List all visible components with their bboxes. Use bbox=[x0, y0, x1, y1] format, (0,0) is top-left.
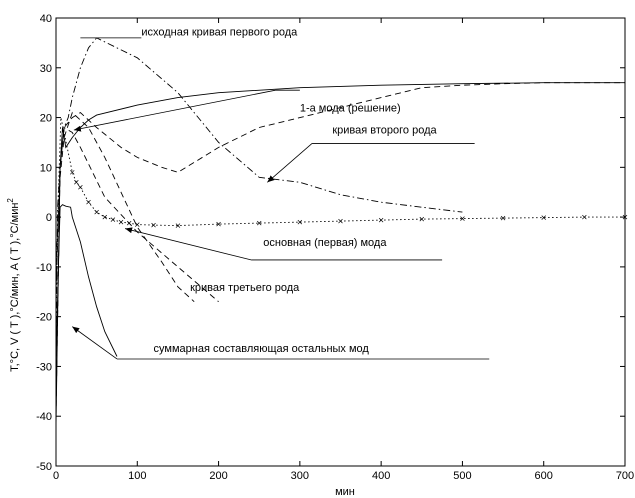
series-marker bbox=[126, 220, 132, 226]
plot-area bbox=[55, 17, 626, 467]
x-tick-label: 400 bbox=[372, 470, 390, 482]
series-layer bbox=[55, 37, 628, 427]
y-axis-title-main: T,°C, V ( T ),°C/мин, A ( T ),°C/мин bbox=[9, 203, 21, 372]
annotation-arrow bbox=[124, 227, 252, 261]
y-tick-label: -30 bbox=[36, 361, 52, 373]
series-marker bbox=[86, 199, 91, 205]
series-marker bbox=[419, 216, 425, 222]
x-axis-title: мин bbox=[335, 486, 355, 498]
series-marker bbox=[110, 217, 116, 222]
series-marker bbox=[378, 217, 384, 223]
annotation-label: кривая третьего рода bbox=[190, 282, 300, 294]
y-tick-label: -20 bbox=[36, 312, 52, 324]
y-tick-label: 30 bbox=[40, 63, 52, 75]
y-axis-title-superscript: 2 bbox=[6, 198, 15, 203]
series-marker bbox=[151, 222, 156, 228]
series-marker bbox=[338, 218, 343, 224]
series-marker bbox=[74, 180, 79, 185]
series-marker bbox=[582, 214, 587, 220]
annotation-arrow bbox=[72, 326, 118, 360]
series-marker bbox=[256, 220, 262, 226]
x-tick-label: 700 bbox=[616, 470, 634, 482]
annotation-arrow bbox=[267, 143, 313, 183]
x-tick-label: 500 bbox=[453, 470, 471, 482]
annotation-label: исходная кривая первого рода bbox=[141, 26, 298, 38]
series-line-5 bbox=[55, 126, 219, 303]
series-line-4 bbox=[55, 111, 195, 303]
series-marker bbox=[175, 223, 181, 228]
series-line-7 bbox=[55, 117, 625, 317]
x-tick-label: 300 bbox=[291, 470, 309, 482]
series-marker bbox=[118, 219, 124, 225]
x-tick-label: 100 bbox=[128, 470, 146, 482]
x-tick-label: 0 bbox=[53, 470, 59, 482]
y-tick-label: -50 bbox=[36, 461, 52, 473]
y-tick-label: -40 bbox=[36, 411, 52, 423]
series-marker bbox=[78, 184, 83, 190]
annotation-arrow bbox=[73, 89, 276, 132]
y-tick-label: 40 bbox=[40, 13, 52, 25]
annotation-label: кривая второго рода bbox=[332, 124, 437, 136]
series-line-6 bbox=[55, 204, 118, 367]
y-axis-title: T,°C, V ( T ),°C/мин, A ( T ),°C/мин2 bbox=[6, 198, 21, 372]
series-line-3 bbox=[55, 82, 625, 417]
plot-frame bbox=[55, 17, 626, 467]
series-line-1 bbox=[55, 82, 625, 427]
series-marker bbox=[94, 209, 99, 215]
annotation-label: основная (первая) мода bbox=[263, 237, 387, 249]
annotation-label: 1-а мода (решение) bbox=[300, 103, 401, 115]
series-marker bbox=[135, 222, 140, 227]
annotation-layer: исходная кривая первого рода 1-а мода (ре… bbox=[72, 26, 490, 360]
series-marker bbox=[216, 221, 221, 227]
series-marker bbox=[460, 216, 465, 221]
series-marker bbox=[500, 215, 506, 221]
y-tick-label: -10 bbox=[36, 262, 52, 274]
y-tick-label: 20 bbox=[40, 113, 52, 125]
y-tick-label: 10 bbox=[40, 162, 52, 174]
x-tick-label: 200 bbox=[209, 470, 227, 482]
series-marker bbox=[297, 219, 303, 225]
annotation-label: суммарная составляющая остальных мод bbox=[154, 343, 370, 355]
series-marker bbox=[70, 170, 75, 175]
y-tick-label: 0 bbox=[46, 212, 52, 224]
series-line-2 bbox=[55, 37, 463, 367]
tick-layer: 0 100 200 300 400 500 600 700 -50 -40 -30 -20 -10 0 10… bbox=[36, 13, 634, 482]
series-marker bbox=[541, 215, 546, 220]
x-tick-label: 600 bbox=[535, 470, 553, 482]
series-marker bbox=[102, 214, 108, 220]
